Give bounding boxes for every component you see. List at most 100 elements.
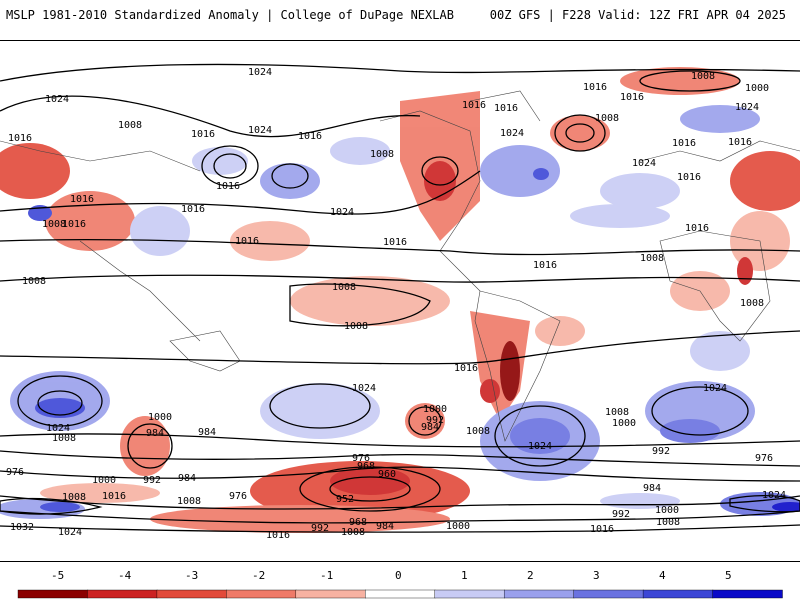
isobar-label: 1016 — [677, 172, 701, 183]
colorbar-tick-label: 0 — [395, 569, 402, 582]
colorbar-swatch — [503, 589, 575, 599]
isobar-label: 984 — [178, 473, 196, 484]
colorbar-swatch — [226, 589, 297, 599]
isobar-label: 1000 — [745, 83, 769, 94]
isobar-label: 1008 — [595, 113, 619, 124]
isobar-label: 984 — [198, 427, 216, 438]
isobar-label: 992 — [143, 475, 161, 486]
anomaly-map: 1024 1024 1008 1016 1016 1024 1016 1008 … — [0, 40, 800, 562]
isobar-label: 1016 — [191, 129, 215, 140]
isobar-label: 976 — [352, 453, 370, 464]
colorbar-swatch — [365, 589, 436, 599]
isobar-label: 1008 — [341, 527, 365, 538]
isobar-label: 1016 — [590, 524, 614, 535]
isobar-label: 1000 — [148, 412, 172, 423]
isobar-label: 1016 — [494, 103, 518, 114]
colorbar-swatch — [87, 589, 158, 599]
isobar-label: 1016 — [102, 491, 126, 502]
isobar-label: 1008 — [466, 426, 490, 437]
colorbar-tick-label: -4 — [118, 569, 132, 582]
colorbar-tick-label: 1 — [461, 569, 468, 582]
isobar-label: 984 — [643, 483, 661, 494]
isobar-label: 1008 — [62, 492, 86, 503]
isobar-label: 984 — [421, 422, 439, 433]
isobar-label: 1016 — [728, 137, 752, 148]
map-canvas: 1024 1024 1008 1016 1016 1024 1016 1008 … — [0, 63, 800, 541]
isobar-label: 992 — [652, 446, 670, 457]
colorbar-swatch — [434, 589, 505, 599]
colorbar-swatch — [156, 589, 228, 599]
colorbar-tick-label: 2 — [527, 569, 534, 582]
isobar-label: 1024 — [703, 383, 727, 394]
isobar-label: 976 — [6, 467, 24, 478]
isobar-label: 1024 — [58, 527, 82, 538]
isobar-label: 1000 — [655, 505, 679, 516]
isobar-label: 1024 — [330, 207, 354, 218]
colorbar: -5 -4 -3 -2 -1 0 1 2 3 4 5 — [0, 568, 800, 600]
isobar-label: 1016 — [620, 92, 644, 103]
isobar-label: 1000 — [446, 521, 470, 532]
isobar-label: 1016 — [62, 219, 86, 230]
isobar-label: 1008 — [640, 253, 664, 264]
model-valid-time: 00Z GFS | F228 Valid: 12Z FRI APR 04 202… — [489, 8, 786, 22]
colorbar-swatch — [712, 589, 783, 599]
isobar-label: 1016 — [298, 131, 322, 142]
isobar-label: 1016 — [383, 237, 407, 248]
isobar-label: 1008 — [177, 496, 201, 507]
isobar-labels: 1024 1024 1008 1016 1016 1024 1016 1008 … — [6, 67, 786, 541]
isobar-label: 1000 — [423, 404, 447, 415]
isobar-label: 1008 — [22, 276, 46, 287]
colorbar-tick-label: 4 — [659, 569, 666, 582]
isobar-label: 1016 — [462, 100, 486, 111]
colorbar-tick-label: -3 — [185, 569, 198, 582]
isobar-label: 984 — [146, 428, 164, 439]
isobar-label: 1016 — [454, 363, 478, 374]
isobar-label: 1008 — [691, 71, 715, 82]
isobar-label: 1016 — [235, 236, 259, 247]
isobar-label: 976 — [755, 453, 773, 464]
isobar-label: 1024 — [46, 423, 70, 434]
isobar-label: 1016 — [216, 181, 240, 192]
colorbar-tick-label: 5 — [725, 569, 732, 582]
isobar-label: 1016 — [533, 260, 557, 271]
isobar-label: 1000 — [92, 475, 116, 486]
isobar-label: 1016 — [181, 204, 205, 215]
colorbar-tick-label: 3 — [593, 569, 600, 582]
header-bar: MSLP 1981-2010 Standardized Anomaly | Co… — [0, 0, 800, 38]
isobar-label: 960 — [378, 469, 396, 480]
colorbar-tick-label: -5 — [51, 569, 64, 582]
isobar-label: 1008 — [605, 407, 629, 418]
product-title: MSLP 1981-2010 Standardized Anomaly | Co… — [6, 8, 454, 22]
colorbar-swatch — [295, 589, 366, 599]
isobar-label: 968 — [357, 461, 375, 472]
isobar-label: 1008 — [370, 149, 394, 160]
isobar-label: 1024 — [248, 125, 272, 136]
isobar-label: 1024 — [500, 128, 524, 139]
isobar-label: 992 — [612, 509, 630, 520]
colorbar-tick-label: -2 — [252, 569, 265, 582]
isobar-label: 984 — [376, 521, 394, 532]
isobar-label: 968 — [349, 517, 367, 528]
colorbar-swatch — [573, 589, 644, 599]
isobar-label: 1024 — [528, 441, 552, 452]
isobar-label: 1008 — [740, 298, 764, 309]
isobar-label: 1008 — [52, 433, 76, 444]
isobar-label: 1008 — [656, 517, 680, 528]
isobar-label: 1008 — [332, 282, 356, 293]
isobars — [0, 63, 800, 533]
isobar-label: 1016 — [685, 223, 709, 234]
isobar-label: 952 — [336, 494, 354, 505]
isobar-label: 1024 — [352, 383, 376, 394]
isobar-label: 1000 — [612, 418, 636, 429]
isobar-label: 1032 — [10, 522, 34, 533]
isobar-label: 1024 — [45, 94, 69, 105]
isobar-label: 1016 — [672, 138, 696, 149]
colorbar-svg: -5 -4 -3 -2 -1 0 1 2 3 4 5 — [17, 569, 783, 599]
colorbar-swatches — [17, 589, 783, 599]
isobar-label: 1016 — [8, 133, 32, 144]
isobar-label: 992 — [426, 415, 444, 426]
isobar-label: 1008 — [42, 219, 66, 230]
isobar-label: 1016 — [266, 530, 290, 541]
isobar-label: 1008 — [118, 120, 142, 131]
isobar-label: 1016 — [583, 82, 607, 93]
